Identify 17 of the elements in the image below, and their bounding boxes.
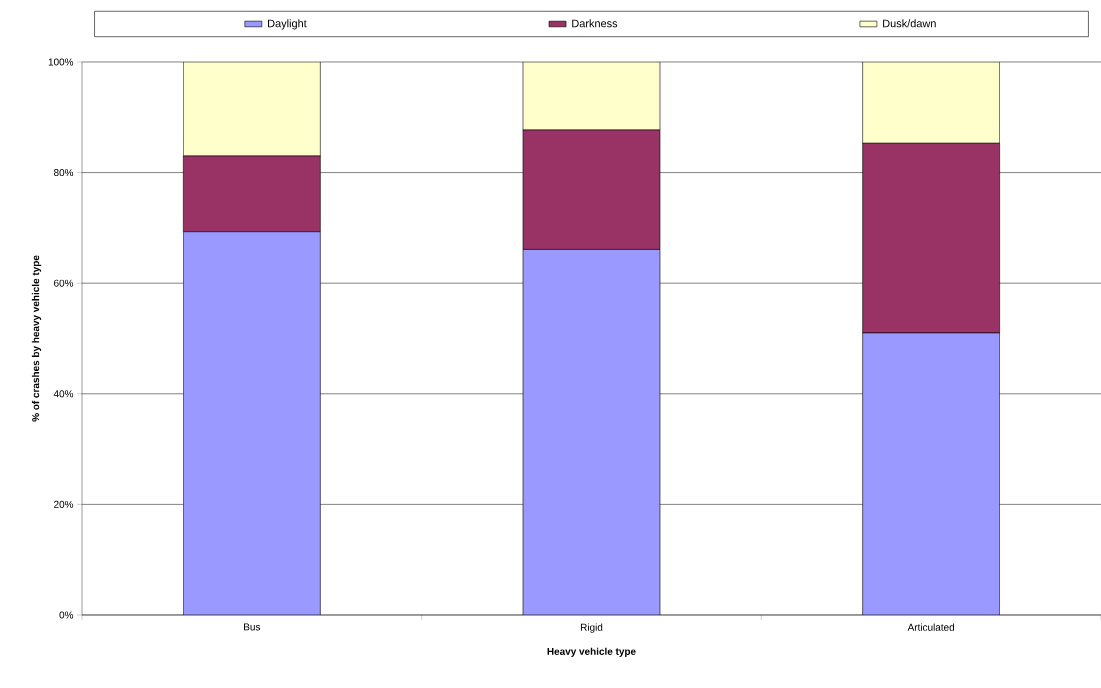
- y-tick-label: 80%: [53, 169, 74, 177]
- x-tick-label: Rigid: [580, 623, 603, 633]
- bar: [862, 61, 1000, 144]
- legend-label: Daylight: [268, 19, 307, 30]
- y-tick-label: 100%: [48, 58, 74, 66]
- y-tick-label: 60%: [54, 279, 74, 287]
- legend-label: Darkness: [572, 19, 618, 28]
- y-axis-title: % of crashes by heavy vehicle type: [31, 255, 42, 422]
- y-tick-label: 0%: [59, 611, 74, 619]
- x-tick-label: Articulated: [907, 623, 955, 631]
- bar: [183, 61, 321, 157]
- y-tick-label: 40%: [53, 390, 74, 398]
- x-tick-label: Bus: [244, 623, 261, 631]
- y-tick-label: 20%: [54, 500, 74, 508]
- x-axis-title: Heavy vehicle type: [547, 647, 636, 657]
- legend-label: Dusk/dawn: [883, 19, 936, 28]
- bar: [522, 61, 661, 131]
